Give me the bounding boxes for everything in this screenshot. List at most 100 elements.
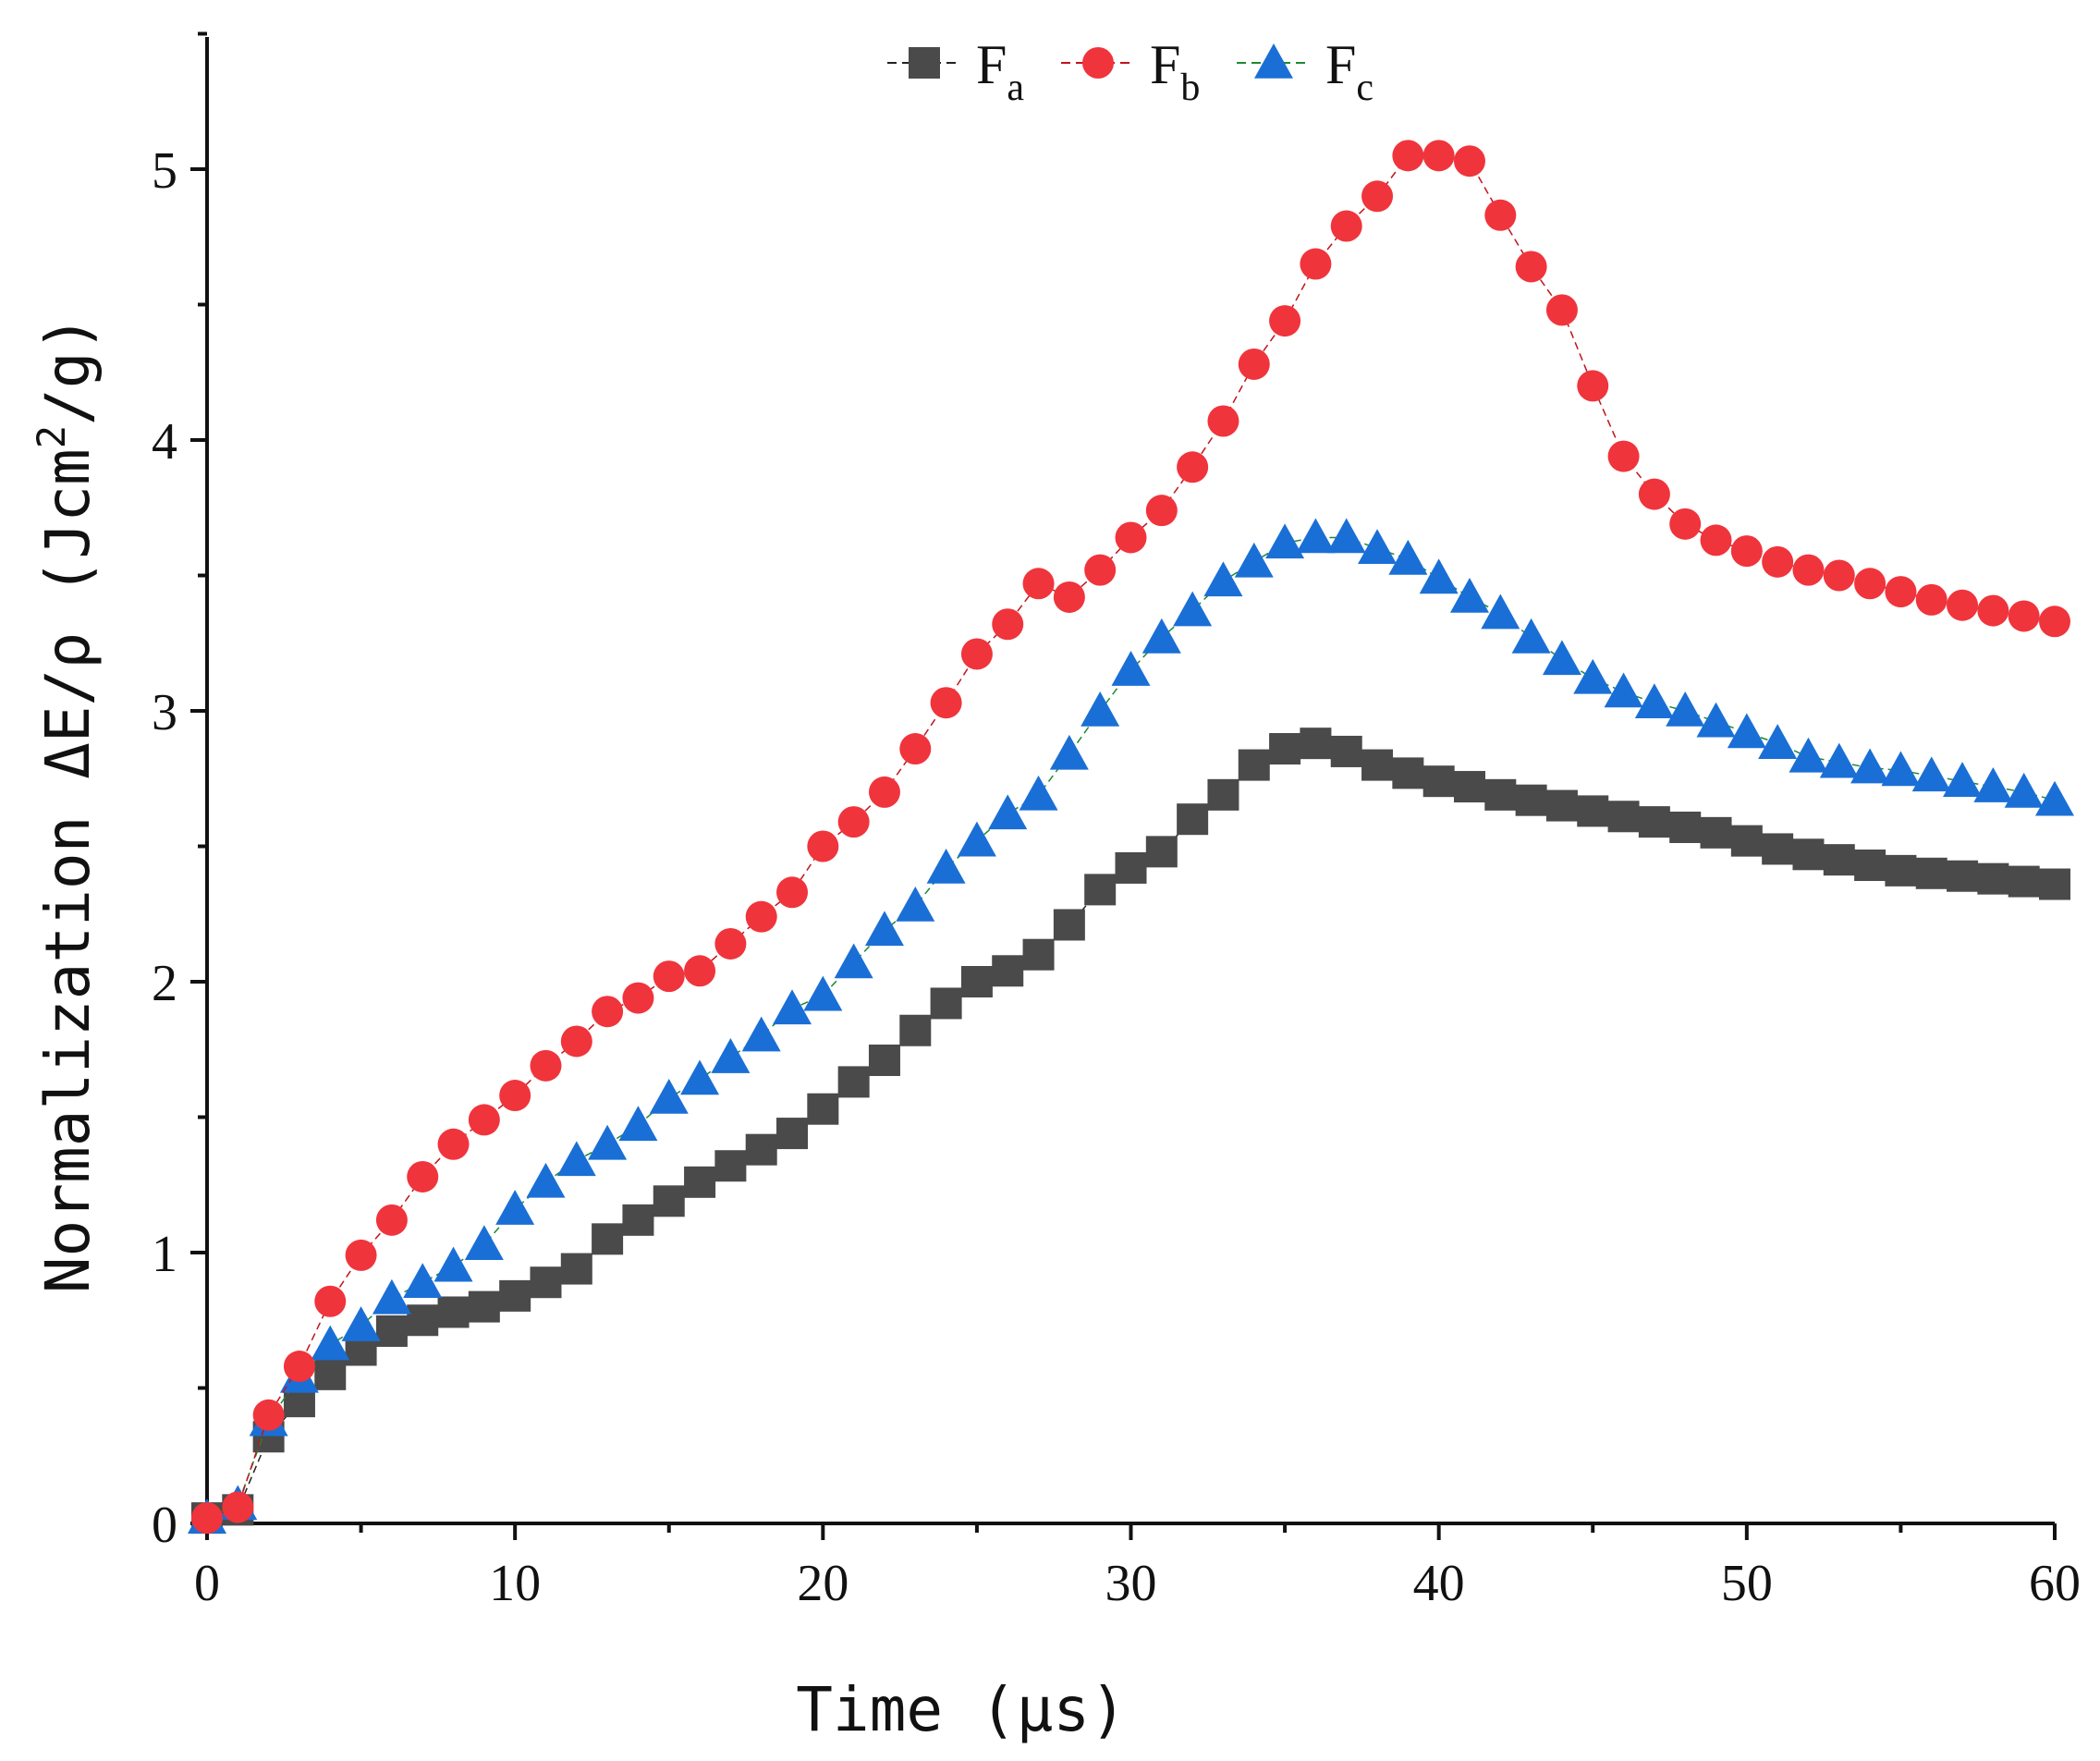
data-point-circle — [222, 1491, 254, 1523]
data-point-circle — [1392, 140, 1424, 172]
series-f-b — [191, 140, 2070, 1535]
data-point-circle — [714, 927, 747, 960]
data-point-square — [1453, 771, 1485, 803]
data-point-circle — [837, 806, 870, 838]
data-point-circle — [1947, 589, 1979, 621]
data-point-circle — [684, 955, 716, 987]
x-tick-label: 60 — [2029, 1555, 2081, 1612]
data-point-triangle — [1358, 529, 1398, 564]
y-tick-label: 2 — [152, 955, 177, 1012]
data-point-circle — [776, 876, 809, 909]
data-point-triangle — [1819, 742, 1859, 778]
data-point-square — [1515, 784, 1547, 816]
data-point-square — [960, 966, 993, 997]
x-tick-label: 10 — [489, 1555, 541, 1612]
data-point-circle — [1515, 251, 1547, 283]
data-point-triangle — [1696, 702, 1736, 738]
data-point-square — [437, 1296, 470, 1328]
data-point-square — [1915, 857, 1947, 889]
data-point-triangle — [803, 975, 843, 1011]
legend-label: Fa — [976, 34, 1024, 109]
legend-label-main: F — [976, 34, 1007, 95]
data-point-circle — [1361, 180, 1394, 213]
data-point-triangle — [926, 848, 966, 884]
data-point-triangle — [741, 1016, 781, 1052]
y-axis-label-tail: /g) — [32, 315, 104, 425]
data-point-circle — [1700, 524, 1732, 556]
data-point-circle — [468, 1104, 500, 1136]
data-point-triangle — [526, 1162, 566, 1198]
data-point-triangle — [1049, 734, 1089, 770]
data-point-circle — [1145, 495, 1178, 527]
legend-marker-triangle — [1254, 43, 1293, 79]
data-point-square — [1885, 854, 1917, 887]
legend-label-sub: b — [1180, 67, 1200, 109]
data-point-circle — [868, 776, 900, 808]
data-point-square — [1577, 795, 1609, 827]
data-point-square — [714, 1150, 747, 1182]
data-point-triangle — [1081, 691, 1120, 727]
data-point-triangle — [464, 1225, 504, 1261]
data-point-circle — [1792, 554, 1825, 586]
x-tick-label: 40 — [1413, 1555, 1465, 1612]
data-point-circle — [1669, 508, 1702, 540]
data-point-triangle — [1911, 756, 1951, 792]
data-point-circle — [560, 1025, 592, 1058]
data-point-circle — [653, 960, 685, 993]
data-point-triangle — [1173, 591, 1213, 627]
data-point-square — [1947, 860, 1979, 892]
data-point-triangle — [618, 1106, 658, 1142]
data-point-circle — [1207, 405, 1239, 437]
data-point-triangle — [1326, 518, 1366, 554]
x-tick-label: 0 — [194, 1555, 220, 1612]
data-point-circle — [1885, 576, 1917, 608]
data-point-triangle — [588, 1124, 628, 1160]
legend-label: Fc — [1325, 34, 1374, 109]
data-point-circle — [1577, 370, 1609, 402]
data-point-square — [622, 1204, 654, 1236]
data-point-square — [2008, 865, 2040, 898]
legend-label-sub: c — [1356, 67, 1374, 109]
data-point-triangle — [1449, 577, 1489, 613]
y-tick-label: 0 — [152, 1497, 177, 1554]
x-axis-label: Time (μs) — [796, 1674, 1127, 1745]
data-point-triangle — [311, 1325, 350, 1361]
data-point-circle — [1638, 478, 1670, 510]
data-point-square — [1084, 874, 1117, 906]
data-point-square — [992, 955, 1024, 987]
y-tick-label: 4 — [152, 413, 177, 471]
data-point-triangle — [1604, 672, 1643, 708]
data-point-circle — [1823, 559, 1855, 592]
data-point-square — [1177, 803, 1209, 836]
data-point-triangle — [988, 794, 1028, 830]
data-point-square — [592, 1223, 624, 1255]
tick-labels: 0 10 20 30 40 50 60 0 1 2 3 4 5 — [152, 142, 2081, 1612]
data-point-square — [407, 1304, 439, 1337]
y-axis-label-main: Normalization ΔE/ρ (Jcm — [32, 448, 104, 1293]
data-point-triangle — [556, 1141, 596, 1177]
data-point-triangle — [1727, 713, 1766, 749]
data-point-circle — [1453, 145, 1485, 177]
data-point-circle — [1053, 581, 1085, 613]
data-point-square — [314, 1358, 347, 1390]
data-point-circle — [960, 638, 993, 670]
data-point-circle — [1762, 545, 1794, 578]
data-point-circle — [1730, 535, 1763, 568]
data-point-square — [1854, 850, 1886, 882]
data-point-square — [468, 1290, 500, 1323]
data-point-circle — [375, 1204, 408, 1236]
legend-item-f-a: Fa — [887, 34, 1024, 109]
y-axis-label: Normalization ΔE/ρ (Jcm2/g) — [29, 315, 104, 1293]
data-point-circle — [1115, 521, 1147, 554]
data-point-circle — [1854, 568, 1886, 600]
data-point-triangle — [1142, 618, 1181, 654]
data-point-circle — [1977, 594, 2009, 627]
legend: Fa Fb Fc — [887, 34, 1374, 109]
data-point-triangle — [495, 1190, 535, 1225]
data-point-square — [776, 1118, 809, 1150]
y-axis-label-sup: 2 — [29, 425, 74, 448]
x-tick-label: 20 — [797, 1555, 849, 1612]
data-point-triangle — [649, 1078, 689, 1114]
data-point-circle — [499, 1080, 531, 1112]
data-point-circle — [1269, 305, 1301, 337]
